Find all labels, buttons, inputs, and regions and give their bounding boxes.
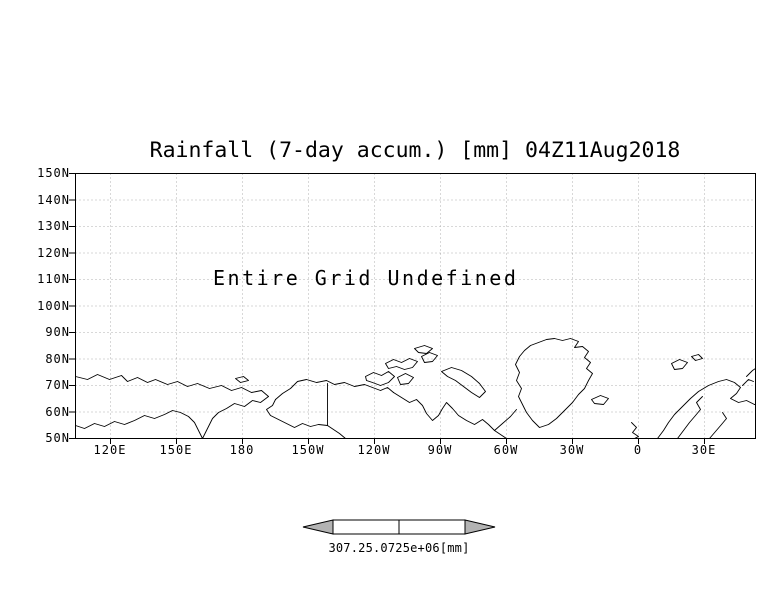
x-tick-label: 30W	[559, 443, 585, 457]
colorbar-labels: 307.25.0725e+06[mm]	[288, 541, 510, 555]
y-tick-label: 50N	[45, 431, 70, 445]
colorbar-cell	[332, 519, 400, 535]
y-tick-label: 130N	[37, 219, 70, 233]
colorbar-left-arrow-icon	[302, 519, 334, 535]
coastlines	[75, 338, 756, 439]
colorbar-label-left: 307.2	[328, 541, 366, 555]
y-tick-label: 110N	[37, 272, 70, 286]
x-tick-label: 0	[633, 443, 643, 457]
grid-lines	[75, 173, 756, 439]
y-tick-label: 70N	[45, 378, 70, 392]
y-tick-label: 150N	[37, 166, 70, 180]
y-tick-label: 80N	[45, 352, 70, 366]
x-tick-label: 60W	[493, 443, 519, 457]
x-tick-label: 180	[229, 443, 255, 457]
colorbar	[302, 519, 496, 535]
plot-title: Rainfall (7-day accum.) [mm] 04Z11Aug201…	[149, 138, 681, 163]
y-tick-label: 140N	[37, 193, 70, 207]
x-tick-label: 120W	[357, 443, 391, 457]
y-tick-label: 100N	[37, 299, 70, 313]
colorbar-label-right: 5.0725e+06	[365, 541, 440, 555]
x-tick-label: 150W	[291, 443, 325, 457]
y-tick-label: 120N	[37, 246, 70, 260]
axis-ticks	[69, 173, 705, 444]
colorbar-unit: [mm]	[439, 541, 470, 555]
y-tick-label: 90N	[45, 325, 70, 339]
x-tick-label: 30E	[691, 443, 717, 457]
x-tick-label: 120E	[93, 443, 127, 457]
y-tick-label: 60N	[45, 405, 70, 419]
x-tick-label: 90W	[427, 443, 453, 457]
colorbar-right-arrow-icon	[464, 519, 496, 535]
colorbar-cell	[398, 519, 466, 535]
x-tick-label: 150E	[159, 443, 193, 457]
plot-frame	[75, 173, 756, 439]
undefined-grid-annotation: Entire Grid Undefined	[213, 266, 519, 290]
